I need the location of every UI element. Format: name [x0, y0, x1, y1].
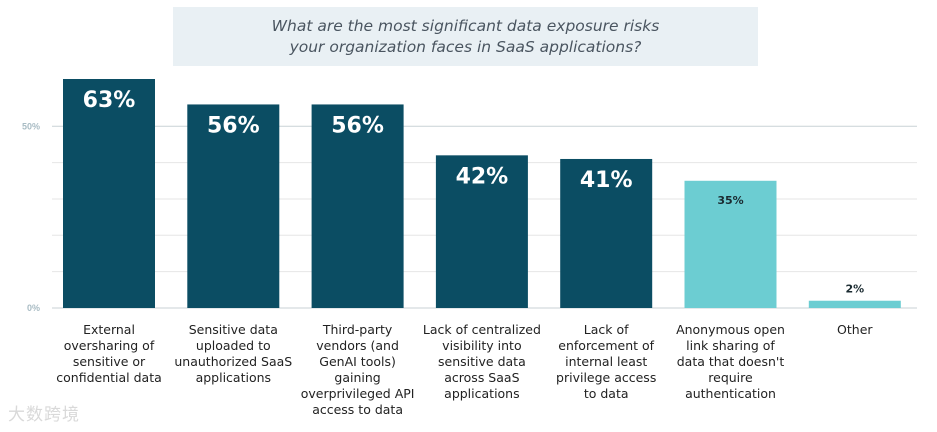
- category-label-line: to data: [583, 386, 629, 401]
- category-label-line: uploaded to: [195, 338, 271, 353]
- category-label: Anonymous open link sharing of data that d…: [670, 322, 792, 402]
- category-label-line: link sharing of: [686, 338, 775, 353]
- category-label-line: unauthorized SaaS: [174, 354, 293, 369]
- category-label-line: Third-party: [322, 322, 393, 337]
- category-label-line: gaining: [334, 370, 381, 385]
- category-label-line: enforcement of: [558, 338, 655, 353]
- category-label-line: vendors (and: [316, 338, 399, 353]
- category-label-line: applications: [444, 386, 520, 401]
- category-label: Lack of enforcement of internal least privi…: [545, 322, 667, 402]
- category-label-line: access to data: [312, 402, 403, 417]
- category-label-line: visibility into: [442, 338, 522, 353]
- category-label-line: oversharing of: [63, 338, 155, 353]
- category-label-line: applications: [195, 370, 272, 385]
- category-label-line: confidential data: [56, 370, 162, 385]
- bar: [808, 300, 901, 308]
- category-label-line: Anonymous open: [676, 322, 785, 337]
- category-label-line: sensitive or: [72, 354, 146, 369]
- bar-value-label: 42%: [456, 164, 509, 189]
- category-label-line: Other: [837, 322, 873, 337]
- bar-value-label: 56%: [331, 113, 384, 138]
- category-label-line: across SaaS: [444, 370, 520, 385]
- bar: [311, 104, 404, 308]
- bar-value-label: 63%: [83, 88, 136, 113]
- category-label: Other: [794, 322, 916, 338]
- category-label-line: overprivileged API: [300, 386, 415, 401]
- bar: [63, 79, 155, 308]
- category-label-line: Lack of centralized: [422, 322, 541, 337]
- category-label-line: require: [708, 370, 753, 385]
- y-tick-label: 50%: [22, 121, 40, 131]
- bar: [435, 155, 528, 308]
- bar: [187, 104, 280, 308]
- category-label-line: External: [83, 322, 135, 337]
- category-label-line: data that doesn't: [676, 354, 785, 369]
- category-label: External oversharing of sensitive or confid…: [48, 322, 170, 386]
- category-label: Sensitive data uploaded to unauthorized Sa…: [172, 322, 294, 386]
- category-label-line: GenAI tools): [319, 354, 396, 369]
- chart-title-line-1: What are the most significant data expos…: [271, 16, 660, 35]
- chart-title-box: What are the most significant data expos…: [173, 7, 758, 66]
- bar-value-label: 35%: [717, 194, 743, 207]
- bar-value-label: 56%: [207, 113, 260, 138]
- category-label-line: Sensitive data: [188, 322, 278, 337]
- bar: [560, 158, 653, 308]
- category-label: Lack of centralized visibility into sensit…: [421, 322, 543, 402]
- bar-value-label: 41%: [580, 168, 633, 193]
- category-label: Third-party vendors (and GenAI tools) gaini…: [297, 322, 419, 418]
- category-label-line: privilege access: [556, 370, 657, 385]
- category-label-line: Lack of: [583, 322, 629, 337]
- y-tick-label: 0%: [27, 303, 40, 313]
- chart-title-line-2: your organization faces in SaaS applicat…: [289, 37, 642, 56]
- category-label-line: sensitive data: [438, 354, 526, 369]
- category-label-line: internal least: [565, 354, 648, 369]
- bar: [684, 180, 777, 308]
- bar-value-label: 2%: [845, 283, 864, 296]
- watermark: 大数跨境: [8, 405, 80, 425]
- category-label-line: authentication: [685, 386, 776, 401]
